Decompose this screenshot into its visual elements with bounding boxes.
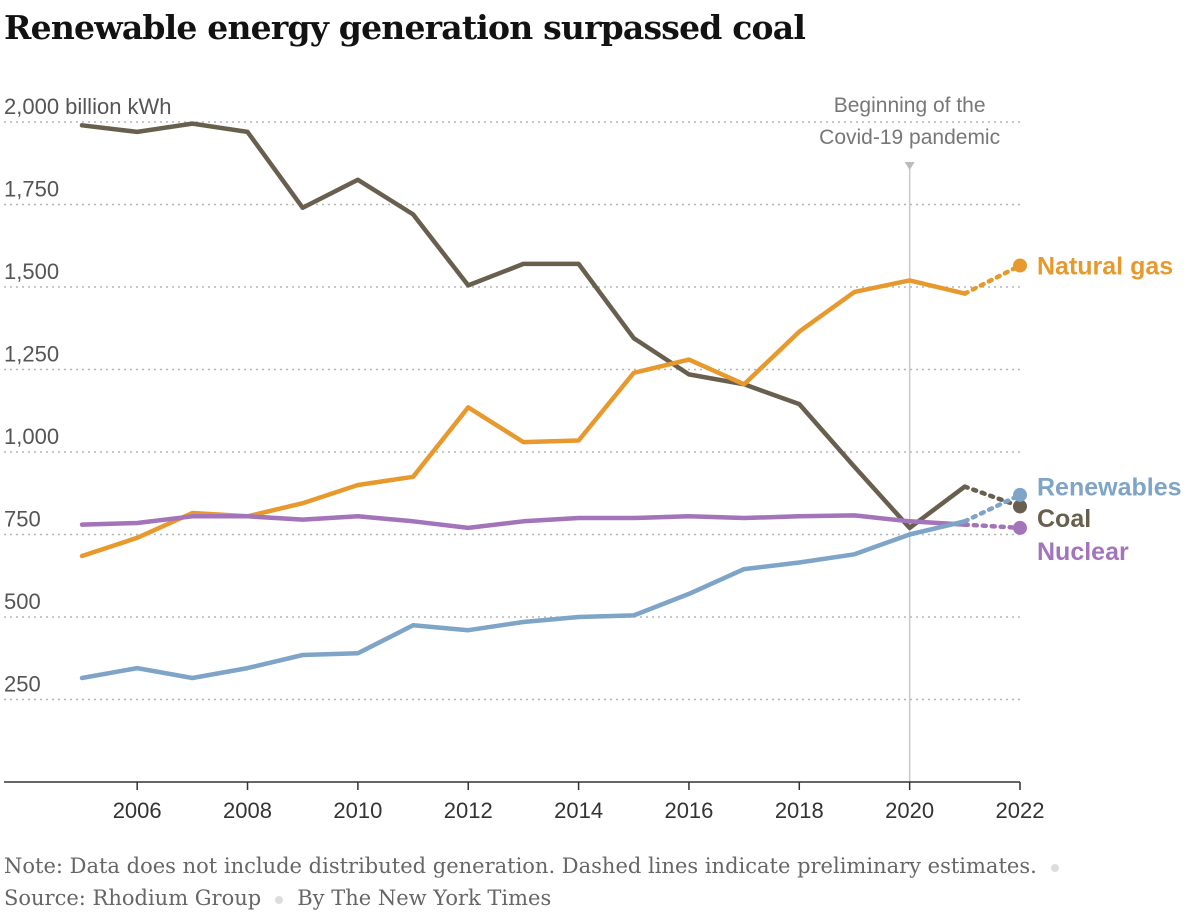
y-axis-ticks: 250 500 750 1,000 1,250 1,500 1,750 2,000 billi…	[4, 94, 172, 697]
natural-gas-end-point	[1013, 258, 1027, 273]
series-labels: Natural gas Renewables Coal Nuclear	[1037, 253, 1182, 566]
renewables-end-point	[1013, 487, 1027, 502]
y-tick-label: 500	[4, 589, 41, 614]
renewables-preliminary-line	[962, 492, 1023, 524]
footer-source: Source: Rhodium Group	[4, 886, 262, 910]
natural-gas-preliminary-line	[962, 263, 1023, 296]
nuclear-line	[79, 513, 968, 531]
y-tick-label: 1,250	[4, 342, 59, 367]
chart-title: Renewable energy generation surpassed co…	[4, 8, 806, 47]
annotation-arrow	[904, 162, 915, 170]
x-tick-label: 2010	[333, 798, 382, 823]
nuclear-preliminary-line	[962, 522, 1023, 531]
footer-byline: By The New York Times	[297, 886, 552, 910]
separator-dot	[1050, 863, 1059, 872]
x-tick-label: 2022	[996, 798, 1045, 823]
nuclear-end-point	[1013, 520, 1027, 535]
y-tick-label: 250	[4, 672, 41, 697]
x-tick-label: 2014	[554, 798, 603, 823]
renewables-label: Renewables	[1037, 474, 1182, 502]
y-tick-label: 1,000	[4, 424, 59, 449]
x-tick-label: 2008	[223, 798, 272, 823]
x-tick-label: 2012	[444, 798, 493, 823]
x-tick-label: 2020	[885, 798, 934, 823]
grid-lines	[4, 121, 1020, 701]
natural-gas-label: Natural gas	[1037, 253, 1173, 281]
y-tick-label: 2,000 billion kWh	[4, 94, 172, 119]
chart-footer: Note: Data does not include distributed …	[4, 850, 1144, 914]
separator-dot	[275, 895, 284, 904]
renewables-line	[79, 519, 968, 681]
coal-end-point	[1013, 499, 1027, 514]
footer-note: Note: Data does not include distributed …	[4, 854, 1037, 878]
series-lines	[79, 121, 1027, 681]
x-tick-label: 2006	[113, 798, 162, 823]
coal-line	[79, 121, 968, 531]
y-tick-label: 750	[4, 507, 41, 532]
nuclear-label: Nuclear	[1037, 538, 1129, 566]
coal-preliminary-line	[962, 484, 1023, 509]
x-axis: 2006 2008 2010 2012 2014 2016 2018 2020 2022	[4, 781, 1045, 823]
x-tick-label: 2016	[664, 798, 713, 823]
coal-label: Coal	[1037, 505, 1091, 533]
annotation-text-line2: Covid-19 pandemic	[819, 126, 1000, 149]
y-tick-label: 1,750	[4, 177, 59, 202]
line-chart: 250 500 750 1,000 1,250 1,500 1,750 2,000 billi…	[4, 94, 1182, 823]
x-tick-label: 2018	[775, 798, 824, 823]
pandemic-annotation: Beginning of the Covid-19 pandemic	[819, 94, 1000, 782]
y-tick-label: 1,500	[4, 259, 59, 284]
annotation-text-line1: Beginning of the	[834, 94, 986, 117]
